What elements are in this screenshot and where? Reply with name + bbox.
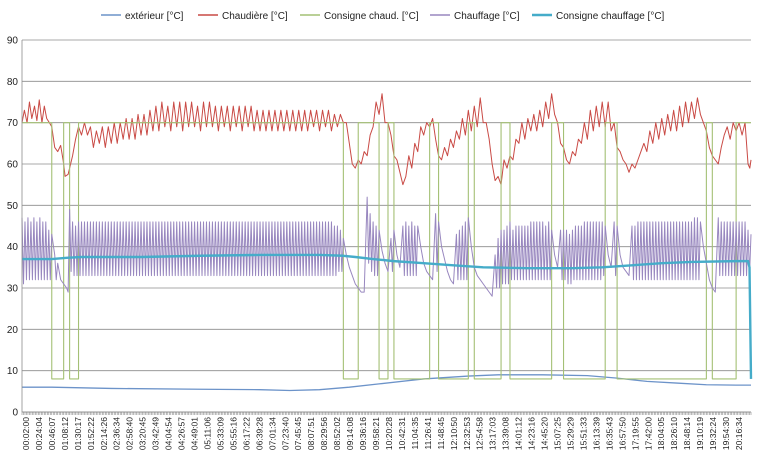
x-tick-label: 07:01:34 (267, 417, 277, 450)
x-tick-label: 15:51:33 (578, 417, 588, 450)
x-tick-label: 11:26:41 (423, 417, 433, 450)
x-tick-label: 20:16:34 (734, 417, 744, 450)
x-tick-label: 12:32:53 (462, 417, 472, 450)
x-tick-label: 05:33:09 (215, 417, 225, 450)
legend-label: Chauffage [°C] (454, 11, 520, 22)
x-tick-label: 06:39:28 (254, 417, 264, 450)
x-tick-label: 02:36:34 (112, 417, 122, 450)
y-tick-label: 90 (7, 36, 19, 47)
x-axis-minor-ticks (21, 412, 752, 415)
x-tick-label: 04:49:01 (190, 417, 200, 450)
x-tick-label: 02:14:26 (99, 417, 109, 450)
x-tick-label: 12:10:50 (449, 417, 459, 450)
x-tick-label: 19:32:24 (708, 417, 718, 450)
x-tick-label: 00:46:07 (47, 417, 57, 450)
x-tick-label: 00:02:00 (21, 417, 31, 450)
legend-item-2: Consigne chaud. [°C] (300, 11, 419, 22)
axes (21, 40, 751, 413)
y-tick-label: 10 (7, 366, 19, 377)
x-tick-label: 18:04:05 (656, 417, 666, 450)
legend-label: extérieur [°C] (125, 11, 184, 22)
x-tick-label: 09:58:21 (371, 417, 381, 450)
x-tick-label: 10:20:28 (384, 417, 394, 450)
series-line-2 (22, 122, 751, 380)
legend-label: Consigne chaud. [°C] (324, 11, 419, 22)
x-tick-label: 13:17:03 (488, 417, 498, 450)
x-tick-label: 11:48:45 (436, 417, 446, 450)
x-tick-label: 11:04:35 (410, 417, 420, 450)
x-tick-label: 06:17:22 (241, 417, 251, 450)
x-tick-label: 15:07:25 (553, 417, 563, 450)
x-tick-label: 01:08:12 (60, 417, 70, 450)
x-tick-label: 14:45:20 (540, 417, 550, 450)
legend-item-1: Chaudière [°C] (198, 11, 288, 22)
series-line-1 (21, 93, 752, 186)
x-tick-label: 16:35:43 (604, 417, 614, 450)
x-tick-label: 00:24:04 (34, 417, 44, 450)
x-tick-label: 08:29:56 (319, 417, 329, 450)
x-tick-label: 07:45:45 (293, 417, 303, 450)
x-tick-label: 19:10:19 (695, 417, 705, 450)
x-tick-label: 05:11:06 (202, 417, 212, 450)
x-tick-label: 12:54:58 (475, 417, 485, 450)
y-axis-ticks: 0 10 20 30 40 50 60 70 80 90 (7, 36, 19, 419)
x-tick-label: 18:48:14 (682, 417, 692, 450)
legend: extérieur [°C] Chaudière [°C] Consigne cha… (101, 11, 665, 22)
x-tick-label: 10:42:31 (397, 417, 407, 450)
x-tick-label: 08:52:02 (332, 417, 342, 450)
x-tick-label: 18:26:10 (669, 417, 679, 450)
x-axis-ticks: 00:02:00 00:24:04 00:46:07 01:08:12 01:30:17… (21, 412, 752, 450)
series-line-3 (21, 196, 752, 297)
x-tick-label: 09:14:08 (345, 417, 355, 450)
x-tick-label: 04:04:54 (164, 417, 174, 450)
x-tick-label: 05:55:16 (228, 417, 238, 450)
x-tick-label: 07:23:40 (280, 417, 290, 450)
x-tick-label: 03:42:49 (151, 417, 161, 450)
x-tick-label: 13:39:08 (501, 417, 511, 450)
x-tick-label: 08:07:51 (306, 417, 316, 450)
x-tick-label: 02:58:40 (125, 417, 135, 450)
x-tick-label: 16:13:39 (591, 417, 601, 450)
x-tick-label: 17:42:00 (643, 417, 653, 450)
x-tick-label: 09:36:16 (358, 417, 368, 450)
gridlines (22, 39, 751, 413)
y-tick-label: 50 (7, 201, 19, 212)
x-tick-label: 16:57:50 (617, 417, 627, 450)
y-tick-label: 20 (7, 325, 19, 336)
legend-label: Consigne chauffage [°C] (556, 11, 665, 22)
x-tick-label: 19:54:30 (721, 417, 731, 450)
series-line-4 (22, 253, 753, 379)
series-lines (21, 93, 753, 392)
legend-label: Chaudière [°C] (222, 11, 288, 22)
legend-item-0: extérieur [°C] (101, 11, 184, 22)
x-tick-label: 15:29:29 (565, 417, 575, 450)
y-tick-label: 0 (12, 408, 18, 419)
x-tick-label: 17:19:55 (630, 417, 640, 450)
legend-item-4: Consigne chauffage [°C] (532, 11, 665, 22)
y-tick-label: 80 (7, 77, 19, 88)
series-line-0 (22, 374, 751, 392)
y-tick-label: 70 (7, 118, 19, 129)
x-tick-label: 01:30:17 (73, 417, 83, 450)
x-tick-label: 14:01:12 (514, 417, 524, 450)
x-tick-label: 01:52:22 (86, 417, 96, 450)
x-tick-label: 14:23:16 (527, 417, 537, 450)
y-tick-label: 60 (7, 160, 19, 171)
x-tick-label: 03:20:45 (138, 417, 148, 450)
y-tick-label: 40 (7, 242, 19, 253)
x-tick-label: 04:26:57 (177, 417, 187, 450)
legend-item-3: Chauffage [°C] (430, 11, 520, 22)
y-tick-label: 30 (7, 284, 19, 295)
